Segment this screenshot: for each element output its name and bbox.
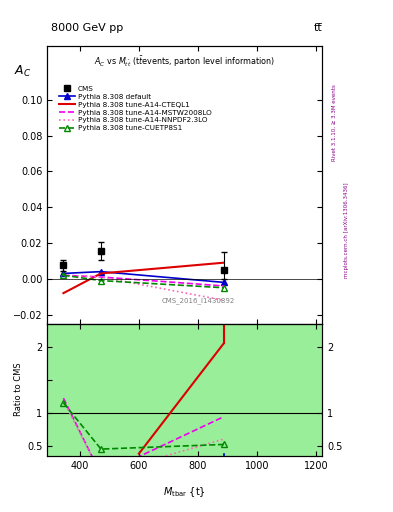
Text: Rivet 3.1.10, ≥ 3.3M events: Rivet 3.1.10, ≥ 3.3M events	[332, 84, 337, 161]
Text: CMS_2016_I1430892: CMS_2016_I1430892	[162, 297, 235, 304]
Text: tt̅: tt̅	[314, 23, 322, 33]
Text: mcplots.cern.ch [arXiv:1306.3436]: mcplots.cern.ch [arXiv:1306.3436]	[344, 183, 349, 278]
Text: $A_C$ vs $M_{t\bar{t}}$ (t$\bar{t}$events, parton level information): $A_C$ vs $M_{t\bar{t}}$ (t$\bar{t}$event…	[94, 54, 275, 69]
Legend: CMS, Pythia 8.308 default, Pythia 8.308 tune-A14-CTEQL1, Pythia 8.308 tune-A14-M: CMS, Pythia 8.308 default, Pythia 8.308 …	[56, 83, 215, 134]
Text: $M_{\mathregular{tbar}}$ {t}: $M_{\mathregular{tbar}}$ {t}	[163, 485, 206, 499]
Y-axis label: Ratio to CMS: Ratio to CMS	[14, 363, 23, 416]
Text: 8000 GeV pp: 8000 GeV pp	[51, 23, 123, 33]
Y-axis label: $A_C$: $A_C$	[14, 65, 31, 79]
